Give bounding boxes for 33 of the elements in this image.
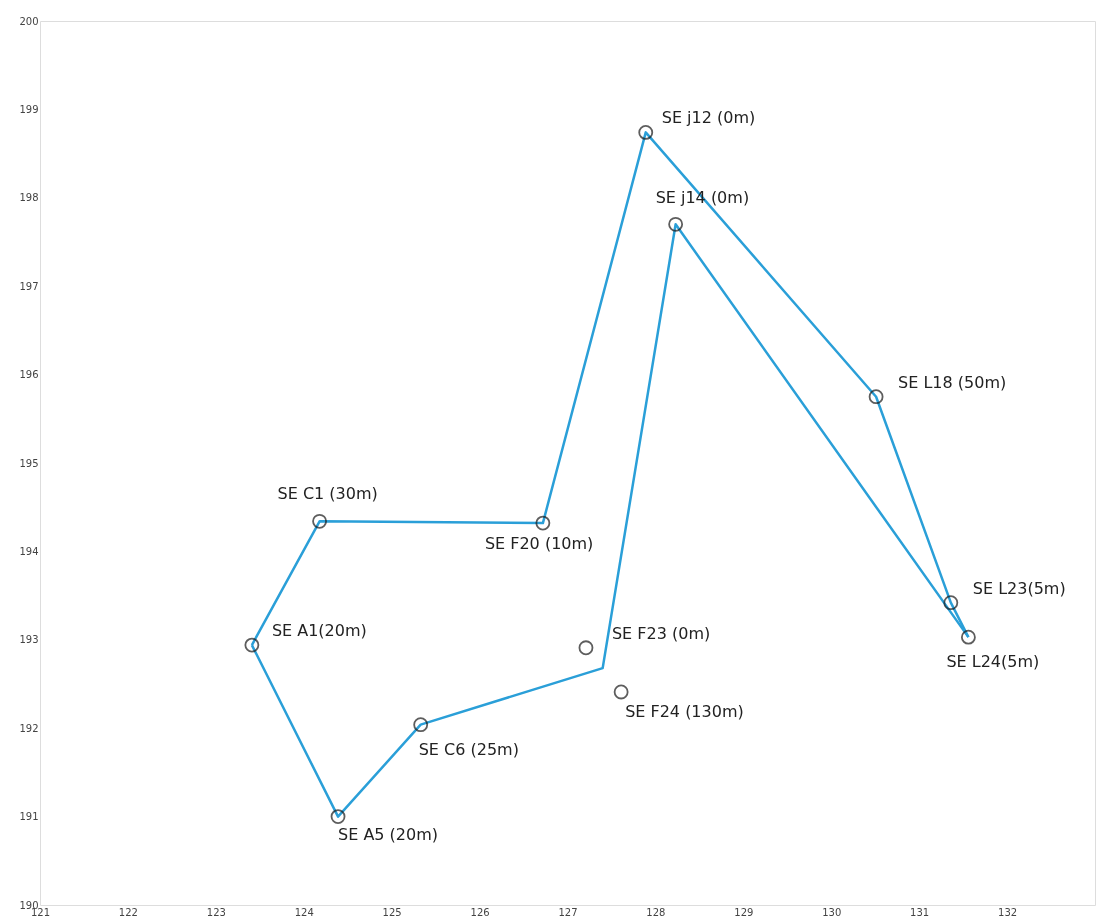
y-tick-label: 195 <box>19 457 39 469</box>
annotation: SE L24(5m) <box>946 652 1040 672</box>
annotation: SE C6 (25m) <box>418 739 519 759</box>
annotation: SE C1 (30m) <box>277 484 378 504</box>
annotation: SE j14 (0m) <box>655 188 750 208</box>
x-tick-label: 122 <box>118 906 138 918</box>
annotation: SE A5 (20m) <box>338 824 439 844</box>
x-tick-label: 125 <box>382 906 402 918</box>
annotation: SE F23 (0m) <box>611 623 711 643</box>
y-tick-label: 192 <box>19 722 39 734</box>
y-tick-label: 200 <box>19 15 39 27</box>
x-tick-label: 124 <box>294 906 314 918</box>
x-tick-label: 128 <box>646 906 666 918</box>
y-tick-label: 191 <box>19 811 39 823</box>
annotation: SE F24 (130m) <box>625 701 744 721</box>
x-tick-label: 123 <box>206 906 226 918</box>
y-tick-label: 199 <box>19 103 39 115</box>
annotation: SE F20 (10m) <box>484 534 594 554</box>
y-tick-label: 193 <box>19 634 39 646</box>
x-tick-label: 129 <box>734 906 754 918</box>
y-tick-label: 194 <box>19 545 39 557</box>
annotation: SE A1(20m) <box>271 621 367 641</box>
x-tick-label: 126 <box>470 906 490 918</box>
x-tick-label: 127 <box>558 906 578 918</box>
x-tick-label: 131 <box>910 906 930 918</box>
y-tick-label: 198 <box>19 192 39 204</box>
x-tick-label: 132 <box>998 906 1018 918</box>
annotation: SE L23(5m) <box>972 578 1066 598</box>
y-tick-label: 196 <box>19 369 39 381</box>
x-tick-label: 130 <box>822 906 842 918</box>
y-tick-label: 197 <box>19 280 39 292</box>
annotation: SE L18 (50m) <box>898 372 1007 392</box>
annotation: SE j12 (0m) <box>661 108 756 128</box>
